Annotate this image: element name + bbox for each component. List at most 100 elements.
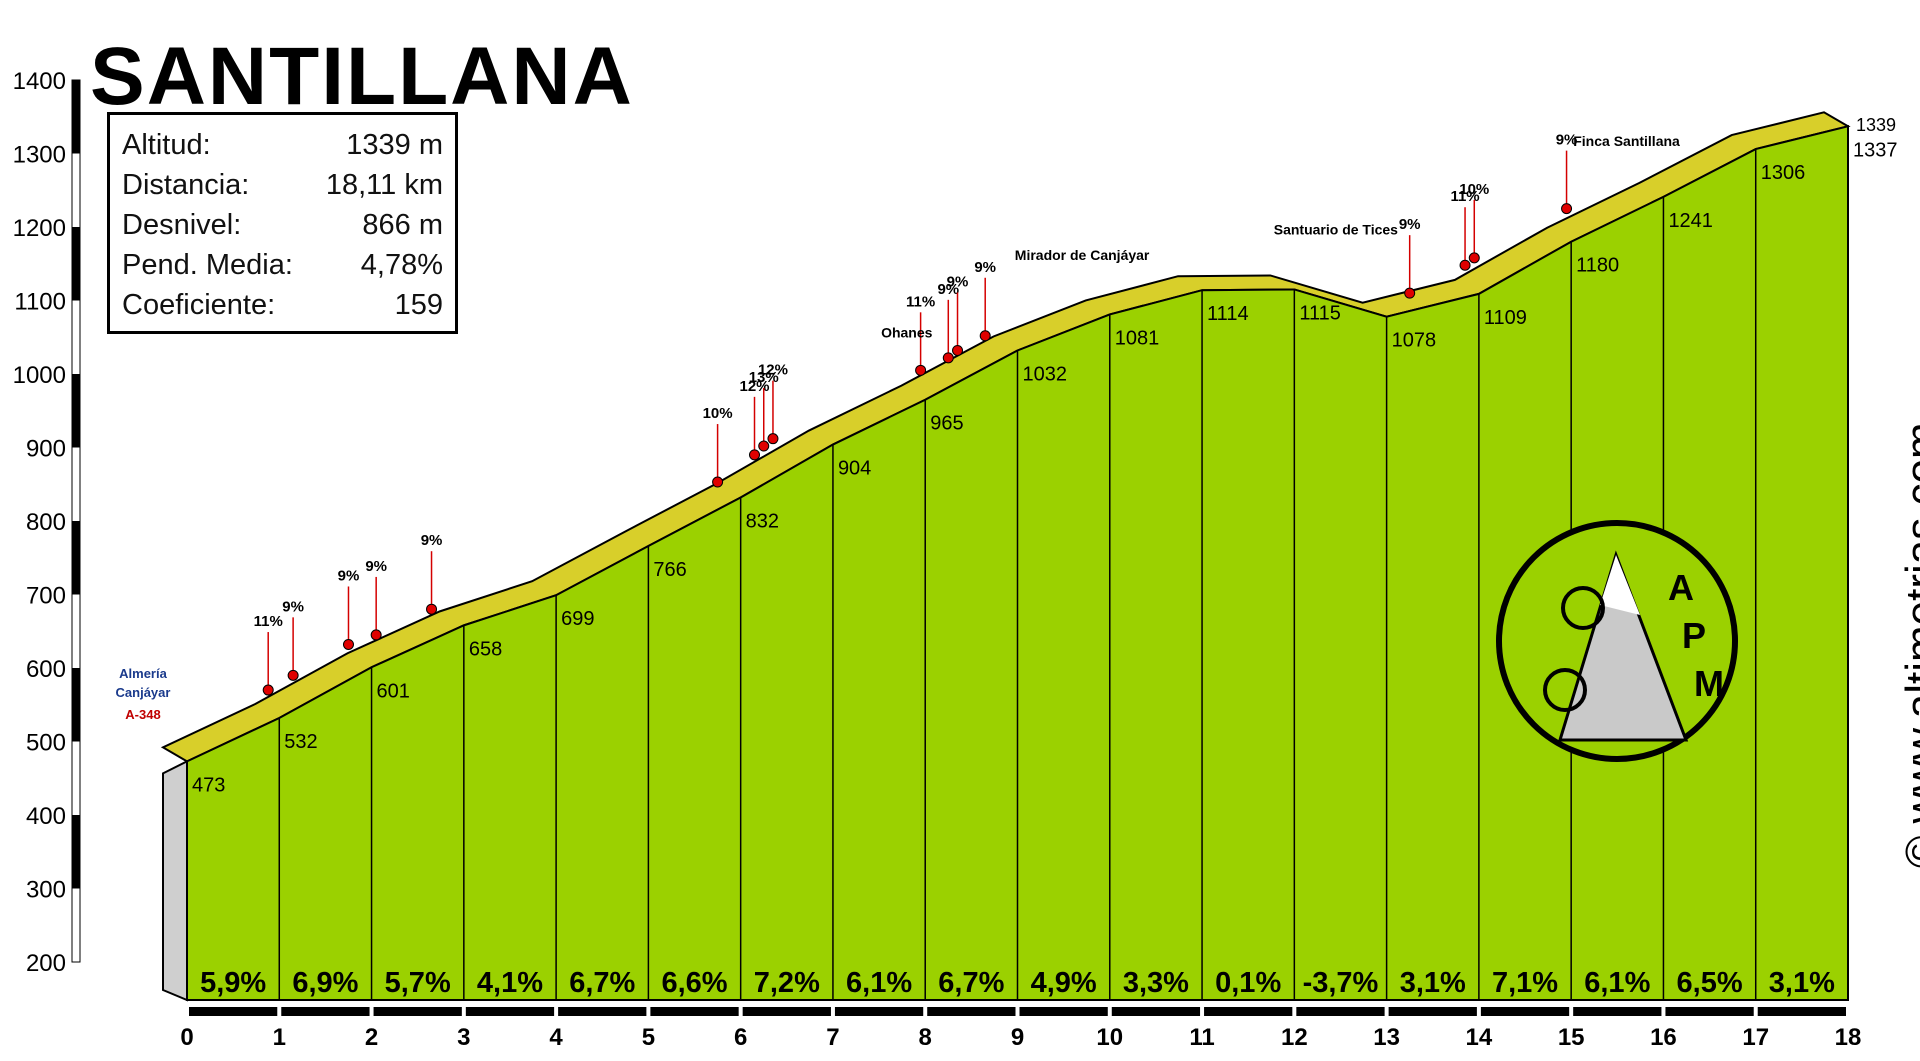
- y-tick-label: 700: [26, 583, 66, 610]
- x-tick-label: 18: [1835, 1024, 1862, 1051]
- logo-wheel-icon: [1561, 586, 1605, 630]
- x-axis-segment: [1204, 1007, 1293, 1016]
- start-signs: Almería Canjáyar A-348: [116, 666, 171, 722]
- end-altitude-label: 1339: [1856, 115, 1896, 135]
- percent-marker-label: 9%: [282, 598, 304, 615]
- x-axis-segment: [1757, 1007, 1846, 1016]
- y-tick-label: 400: [26, 803, 66, 830]
- y-tick-label: 1000: [13, 362, 66, 389]
- altitude-label: 1114: [1207, 303, 1249, 325]
- info-label: Distancia:: [122, 169, 250, 201]
- x-tick-label: 6: [734, 1024, 747, 1051]
- y-tick-label: 1100: [14, 289, 66, 316]
- altitude-label: 1078: [1392, 330, 1437, 352]
- altitude-label: 1032: [1023, 363, 1068, 385]
- gradient-label: 6,1%: [1584, 967, 1650, 999]
- gradient-label: -3,7%: [1303, 967, 1379, 999]
- y-axis: 200 300 400 500 600 700 800 900 1000 1100 1200 1300…: [13, 68, 81, 977]
- gradient-label: 4,9%: [1031, 967, 1097, 999]
- gradient-label: 6,9%: [292, 967, 358, 999]
- x-axis-segment: [465, 1007, 555, 1016]
- altitude-label: 1081: [1115, 327, 1160, 349]
- gradient-label: 5,7%: [385, 967, 451, 999]
- x-tick-label: 3: [457, 1024, 470, 1051]
- info-row-desnivel: Desnivel: 866 m: [122, 205, 443, 245]
- percent-marker-label: 10%: [1459, 181, 1489, 198]
- gradient-label: 5,9%: [200, 967, 266, 999]
- info-value: 159: [394, 289, 443, 321]
- start-sign-label: Canjáyar: [116, 685, 171, 700]
- y-axis-segment: [72, 521, 80, 595]
- percent-marker-dot: [370, 629, 382, 641]
- info-label: Coeficiente:: [122, 289, 276, 321]
- place-label-text: Mirador de Canjáyar: [1015, 247, 1150, 263]
- y-tick-label: 1200: [13, 215, 66, 242]
- logo-text-a: A: [1668, 567, 1694, 608]
- y-tick-label: 500: [26, 730, 66, 757]
- x-axis-segment: [373, 1007, 462, 1016]
- place-label-text: Santuario de Tices: [1274, 221, 1398, 237]
- gradient-labels: 5,9% 6,9% 5,7% 4,1% 6,7% 6,6% 7,2% 6,1% 6,7% 4,9%…: [200, 967, 1835, 999]
- x-tick-label: 7: [826, 1024, 839, 1051]
- gradient-label: 6,5%: [1677, 967, 1743, 999]
- x-axis-segment: [1019, 1007, 1108, 1016]
- x-axis-segment: [1388, 1007, 1477, 1016]
- x-axis-segment: [281, 1007, 370, 1016]
- percent-marker-dot: [342, 638, 354, 650]
- x-tick-label: 8: [919, 1024, 932, 1051]
- place-label: Santuario de Tices: [1274, 221, 1398, 237]
- altitude-label: 1241: [1668, 210, 1713, 232]
- altitude-label: 1109: [1484, 307, 1527, 329]
- place-labels: Mirador de Canjáyar Santuario de Tices Fin…: [116, 133, 1680, 722]
- x-tick-label: 9: [1011, 1024, 1024, 1051]
- percent-marker-dot: [1459, 259, 1471, 271]
- x-tick-label: 2: [365, 1024, 378, 1051]
- y-axis-segment: [72, 227, 80, 301]
- website-credit: © www.altimetrias.com: [1897, 422, 1920, 868]
- x-axis-segment: [834, 1007, 924, 1016]
- x-tick-label: 1: [273, 1024, 286, 1051]
- x-axis-segment: [558, 1007, 647, 1016]
- percent-marker-label: 10%: [703, 405, 733, 422]
- percent-marker-dot: [1561, 203, 1573, 215]
- place-label-text: Ohanes: [881, 324, 933, 340]
- info-label: Desnivel:: [122, 209, 242, 241]
- y-tick-label: 300: [26, 877, 66, 904]
- x-tick-label: 13: [1373, 1024, 1400, 1051]
- start-sign-label: A-348: [125, 707, 160, 722]
- altitude-label: 965: [930, 413, 963, 435]
- gradient-label: 6,7%: [569, 967, 635, 999]
- logo-text-p: P: [1682, 615, 1706, 656]
- x-tick-label: 4: [549, 1024, 563, 1051]
- percent-marker-dot: [979, 330, 991, 342]
- gradient-label: 6,1%: [846, 967, 912, 999]
- percent-marker-dot: [952, 344, 964, 356]
- percent-marker-dot: [426, 603, 438, 615]
- info-label: Pend. Media:: [122, 249, 293, 281]
- percent-marker-dot: [767, 433, 779, 445]
- start-sign-label: Almería: [119, 666, 167, 681]
- y-tick-label: 1400: [13, 68, 66, 95]
- logo-text-m: M: [1694, 663, 1724, 704]
- y-tick-label: 200: [26, 950, 66, 977]
- percent-markers: 11%9%9%9%9%10%12%13%12%11%9%9%9%9%11%10%…: [254, 132, 1577, 696]
- percent-marker-dot: [287, 669, 299, 681]
- x-axis-segment: [650, 1007, 739, 1016]
- x-axis-segment: [1296, 1007, 1385, 1016]
- x-tick-label: 5: [642, 1024, 655, 1051]
- y-tick-label: 900: [26, 436, 66, 463]
- percent-marker-dot: [1404, 287, 1416, 299]
- percent-marker-label: 9%: [937, 281, 959, 298]
- info-value: 18,11 km: [325, 169, 443, 201]
- info-row-altitud: Altitud: 1339 m: [122, 125, 443, 165]
- percent-marker-label: 13%: [749, 369, 779, 386]
- altitude-label: 832: [746, 510, 779, 532]
- altitude-label: 904: [838, 458, 871, 480]
- percent-marker-dot: [915, 364, 927, 376]
- altitude-label: 1337: [1853, 139, 1898, 161]
- altitude-label: 1180: [1576, 255, 1619, 277]
- percent-marker-label: 12%: [739, 378, 769, 395]
- percent-marker-dot: [942, 352, 954, 364]
- x-axis-segment: [1111, 1007, 1201, 1016]
